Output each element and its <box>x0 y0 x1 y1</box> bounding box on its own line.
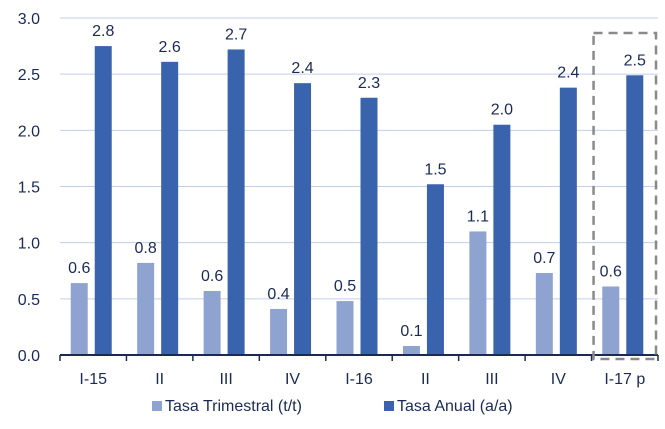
x-tick-label: I-16 <box>345 371 373 388</box>
bar <box>559 87 577 355</box>
legend-label: Tasa Anual (a/a) <box>397 398 513 415</box>
bar <box>161 61 179 356</box>
data-label: 2.7 <box>225 26 247 43</box>
bar <box>94 46 112 355</box>
y-tick-label: 0.0 <box>18 348 40 365</box>
bar <box>294 83 312 356</box>
data-labels: 0.6 2.8 0.8 2.6 0.6 2.7 0.4 2.4 0.5 2.3 0.1 1.5 1.1 2… <box>68 23 646 340</box>
bar <box>270 308 288 355</box>
x-tick-label: IV <box>551 371 566 388</box>
x-tick-label: III <box>219 371 232 388</box>
y-axis: 0.0 0.5 1.0 1.5 2.0 2.5 3.0 <box>18 11 40 365</box>
forecast-highlight-box <box>592 31 658 361</box>
y-tick-label: 1.0 <box>18 236 40 253</box>
data-label: 2.4 <box>291 60 313 77</box>
x-tick-label: II <box>421 371 430 388</box>
x-axis: I-15 II III IV I-16 II III IV I-17 p <box>59 354 659 388</box>
gridlines <box>60 17 658 300</box>
x-tick-label: I-17 p <box>604 371 645 388</box>
x-tick-label: II <box>155 371 164 388</box>
data-label: 2.4 <box>557 65 579 82</box>
bar <box>535 272 553 355</box>
bar <box>602 286 620 355</box>
bar <box>360 97 378 356</box>
data-label: 2.5 <box>624 52 646 69</box>
legend-swatch <box>152 401 162 411</box>
x-tick-label: IV <box>285 371 300 388</box>
y-tick-label: 2.5 <box>18 67 40 84</box>
highlight-box <box>592 31 658 361</box>
data-label: 2.3 <box>358 75 380 92</box>
y-tick-label: 3.0 <box>18 11 40 28</box>
legend-label: Tasa Trimestral (t/t) <box>165 398 302 415</box>
y-tick-label: 2.0 <box>18 123 40 140</box>
data-label: 0.8 <box>135 240 157 257</box>
y-tick-label: 1.5 <box>18 180 40 197</box>
bar <box>402 346 420 355</box>
data-label: 1.5 <box>424 161 446 178</box>
bar <box>203 290 221 355</box>
data-label: 0.1 <box>400 323 422 340</box>
bar <box>493 124 511 355</box>
y-tick-label: 0.5 <box>18 292 40 309</box>
data-label: 2.8 <box>92 23 114 40</box>
data-label: 0.6 <box>68 260 90 277</box>
x-tick-label: I-15 <box>79 371 107 388</box>
data-label: 1.1 <box>467 208 489 225</box>
bar <box>227 49 245 355</box>
bar <box>336 301 354 355</box>
data-label: 0.6 <box>600 263 622 280</box>
data-label: 0.7 <box>533 250 555 267</box>
legend: Tasa Trimestral (t/t) Tasa Anual (a/a) <box>152 398 513 415</box>
bar <box>426 184 444 355</box>
bar <box>469 231 487 355</box>
data-label: 2.6 <box>159 39 181 56</box>
bars <box>70 46 644 356</box>
data-label: 0.4 <box>267 286 289 303</box>
data-label: 0.6 <box>201 268 223 285</box>
legend-swatch <box>384 401 394 411</box>
bar <box>137 262 155 355</box>
bar <box>70 283 88 355</box>
data-label: 0.5 <box>334 278 356 295</box>
bar <box>626 75 644 355</box>
data-label: 2.0 <box>491 102 513 119</box>
x-tick-label: III <box>485 371 498 388</box>
